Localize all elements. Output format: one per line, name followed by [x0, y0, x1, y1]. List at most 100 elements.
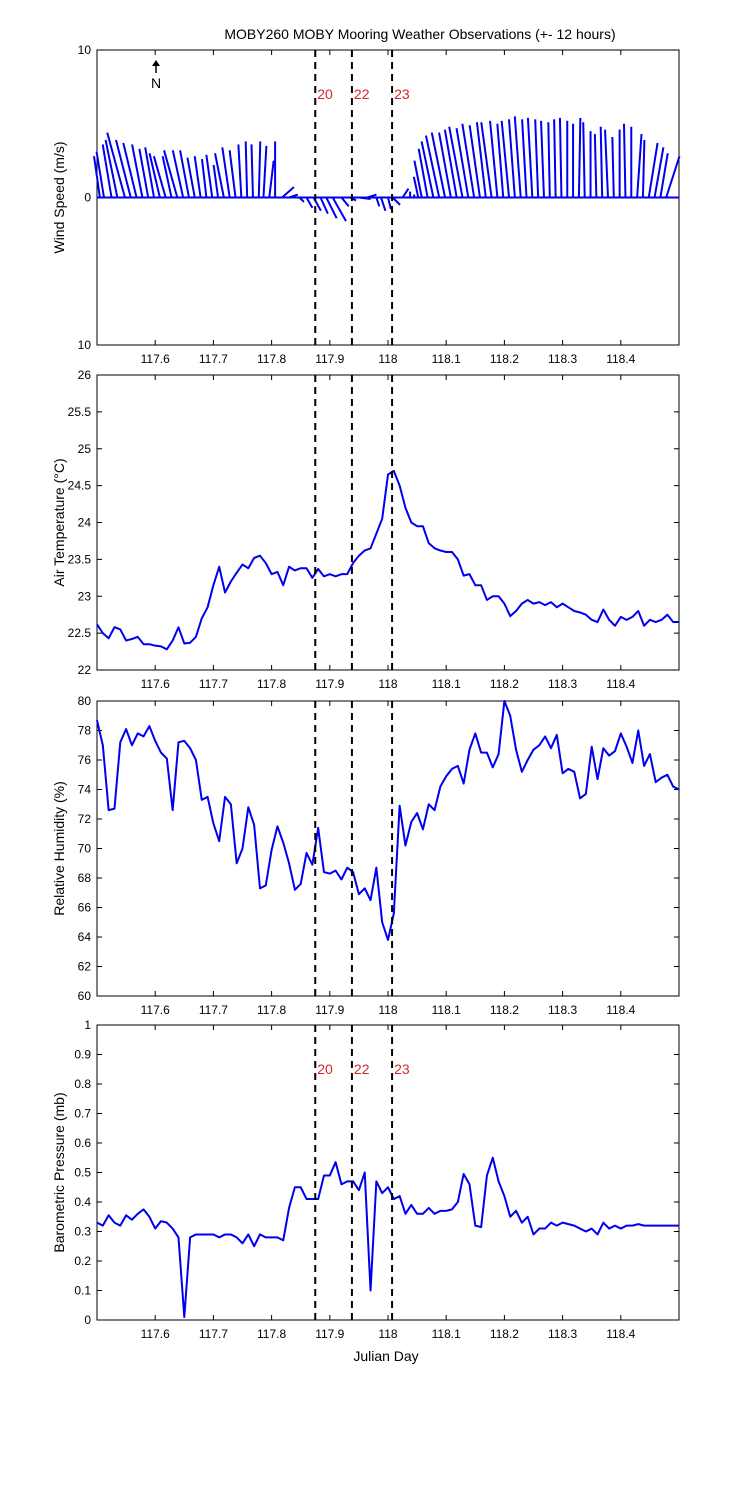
y-tick-label: 78 [78, 724, 92, 738]
wind-vector [205, 154, 214, 198]
wind-vector [228, 150, 237, 198]
x-tick-label: 118.1 [432, 1327, 461, 1341]
wind-vector [521, 119, 528, 198]
wind-vector [325, 197, 338, 219]
wind-vector [288, 193, 299, 199]
wind-vector [500, 120, 511, 198]
wind-vector [448, 126, 464, 198]
wind-vector [507, 119, 516, 198]
x-tick-label: 118.2 [490, 1003, 519, 1017]
wind-vector [148, 153, 161, 198]
wind-vector [420, 141, 435, 198]
wind-vector [540, 120, 545, 198]
y-tick-label: 0.9 [74, 1048, 91, 1062]
wind-vector [221, 147, 231, 198]
wind-vector [413, 160, 423, 198]
x-tick-label: 117.8 [257, 352, 286, 366]
x-tick-label: 117.7 [199, 677, 228, 691]
wind-vector [212, 164, 220, 198]
x-tick-label: 118.4 [606, 1327, 635, 1341]
wind-vector [305, 197, 314, 209]
wind-vector [193, 156, 202, 198]
y-tick-label: 23 [78, 589, 92, 603]
wind-vector [214, 153, 225, 198]
y-axis-label: Barometric Pressure (mb) [51, 1092, 67, 1252]
x-tick-label: 118.3 [548, 1327, 577, 1341]
x-tick-label: 117.6 [141, 1003, 170, 1017]
y-tick-label: 68 [78, 871, 92, 885]
x-tick-label: 118 [378, 1003, 397, 1017]
wind-vector [281, 186, 295, 199]
wind-vector [237, 144, 243, 198]
x-tick-label: 118.3 [548, 352, 577, 366]
y-tick-label: 80 [78, 694, 92, 708]
panel-airtemp: 117.6 117.7 117.8 117.9 118 118.1 118.2 118.3 11… [51, 368, 680, 691]
wind-vector [391, 196, 401, 206]
wind-vector [200, 159, 208, 198]
wind-vector [443, 129, 458, 198]
y-tick-label: 23.5 [68, 552, 92, 566]
x-tick-label: 117.8 [257, 1327, 286, 1341]
event-marker-label: 22 [354, 1061, 370, 1077]
x-tick-label: 118 [378, 352, 397, 366]
y-tick-label: 10 [78, 43, 92, 57]
wind-vector [122, 142, 138, 198]
figure-title: MOBY260 MOBY Mooring Weather Observation… [224, 26, 615, 42]
wind-vector [534, 119, 540, 198]
wind-vector [131, 144, 144, 198]
x-tick-label: 117.9 [315, 1003, 344, 1017]
y-tick-label: 24.5 [68, 479, 92, 493]
north-arrow-head [152, 60, 160, 66]
x-tick-label: 118 [378, 677, 397, 691]
x-tick-label: 117.7 [199, 1327, 228, 1341]
wind-vector [438, 132, 452, 198]
wind-vector [268, 160, 275, 198]
x-tick-label: 118.4 [606, 1003, 635, 1017]
y-tick-label: 0 [84, 1313, 91, 1327]
wind-vector [250, 144, 254, 198]
event-marker-label: 23 [394, 86, 410, 102]
wind-vector [547, 122, 551, 198]
wind-vector [106, 132, 126, 198]
wind-vector [599, 126, 604, 198]
panel-humidity: 117.6 117.7 117.8 117.9 118 118.1 118.2 118.3 11… [51, 694, 680, 1017]
y-tick-label: 62 [78, 960, 92, 974]
x-tick-label: 117.8 [257, 1003, 286, 1017]
wind-vector [480, 122, 493, 198]
x-tick-label: 117.7 [199, 352, 228, 366]
x-tick-label: 117.6 [141, 677, 170, 691]
wind-vector [461, 123, 476, 198]
x-tick-label: 118.1 [432, 1003, 461, 1017]
wind-vector [468, 125, 481, 198]
y-tick-label: 0.2 [74, 1254, 91, 1268]
y-tick-label: 22 [78, 663, 92, 677]
y-axis-label: Air Temperature (°C) [51, 458, 67, 586]
y-axis-label: Wind Speed (m/s) [51, 141, 67, 253]
y-tick-label: 25.5 [68, 405, 92, 419]
y-tick-label: 64 [78, 930, 92, 944]
y-tick-label: 10 [78, 338, 92, 352]
y-tick-label: 0.8 [74, 1077, 91, 1091]
wind-vector [340, 196, 350, 207]
wind-vector [577, 117, 582, 198]
wind-vector [104, 139, 119, 198]
series-line [96, 1156, 679, 1319]
y-tick-label: 1 [84, 1018, 91, 1032]
y-tick-label: 76 [78, 753, 92, 767]
wind-vector [641, 139, 646, 198]
wind-vector [138, 148, 150, 198]
y-tick-label: 0.1 [74, 1284, 91, 1298]
y-tick-label: 72 [78, 812, 92, 826]
wind-vector [496, 123, 505, 198]
wind-vector [622, 123, 627, 198]
wind-vector [558, 117, 563, 198]
wind-vector [244, 141, 249, 198]
x-tick-label: 118.2 [490, 1327, 519, 1341]
wind-vector [171, 150, 185, 198]
wind-vector [387, 197, 392, 210]
wind-vector [262, 145, 268, 198]
wind-vector [665, 155, 681, 198]
y-tick-label: 0.3 [74, 1225, 91, 1239]
y-tick-label: 0.5 [74, 1166, 91, 1180]
